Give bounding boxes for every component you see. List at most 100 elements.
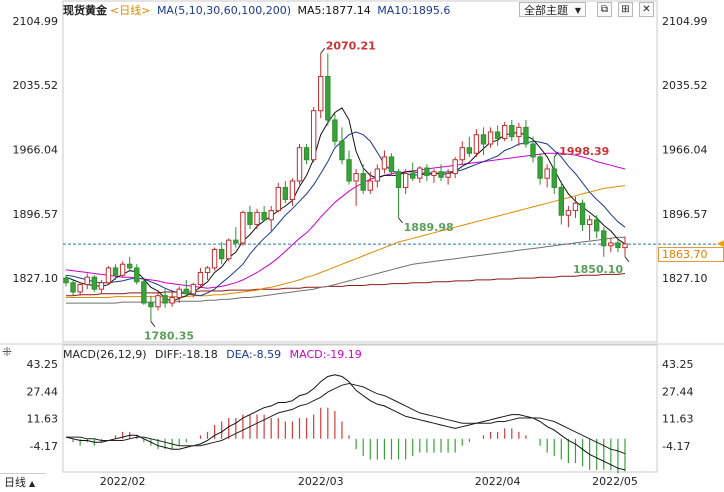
close-icon: ✕ (642, 4, 651, 15)
price-pointer-icon: ◀ (717, 239, 724, 249)
candle-body (438, 171, 444, 178)
macd-y-tick-right: 27.44 (662, 385, 694, 398)
candle-body (381, 156, 388, 170)
candle-body (516, 126, 522, 138)
candle-body (544, 168, 550, 179)
candle-body (155, 295, 161, 308)
y-tick-label-right: 2104.99 (662, 15, 708, 28)
candle-body (134, 267, 140, 283)
theme-select-button[interactable]: 全部主题 ▼ (519, 2, 586, 17)
instrument-name[interactable]: 现货黄金 (63, 4, 107, 17)
candle-body (586, 219, 593, 225)
y-tick-label-right: 1827.10 (662, 272, 708, 285)
close-button[interactable]: ✕ (639, 2, 654, 17)
candle-body (289, 180, 296, 200)
candle-body (70, 282, 76, 293)
candle-body (310, 110, 317, 161)
ma-line-ma10 (65, 131, 626, 297)
candle-body (523, 126, 529, 145)
ma10-value: MA10:1895.6 (377, 4, 451, 17)
ma-indicator-label[interactable]: MA(5,10,30,60,100,200) (156, 4, 291, 17)
candle-body (360, 173, 366, 191)
candle-body (332, 119, 338, 142)
candle-body (417, 167, 423, 179)
x-tick-label: 2022/02 (100, 475, 146, 488)
chevron-down-icon: ▼ (574, 6, 581, 15)
y-tick-label-left: 1896.57 (13, 208, 59, 221)
candle-body (494, 131, 501, 139)
candle-body (226, 239, 232, 260)
restore-button[interactable]: ⧉ (597, 2, 612, 17)
candle-body (367, 180, 373, 191)
period-tab-label: 日线 (4, 476, 26, 489)
candle-body (176, 288, 182, 299)
annotation-leader (398, 217, 403, 224)
candle-body (325, 75, 331, 121)
macd-dea-value: DEA:-8.59 (226, 348, 282, 361)
macd-line-diff (65, 374, 626, 471)
macd-plot-frame (62, 344, 658, 473)
candle-body (169, 297, 175, 304)
candle-body (254, 211, 260, 225)
candle-body (233, 239, 239, 244)
current-price-tag: 1863.70 (658, 247, 724, 262)
candle-body (190, 284, 197, 295)
candle-body (388, 156, 395, 173)
candle-body (105, 267, 112, 284)
candle-body (197, 272, 204, 286)
x-tick-label: 2022/05 (592, 475, 638, 488)
x-tick-label: 2022/04 (475, 475, 521, 488)
candle-body (410, 173, 416, 179)
candle-body (183, 288, 189, 295)
candle-body (459, 147, 465, 161)
candle-body (261, 211, 267, 221)
candle-body (346, 159, 352, 182)
maximize-icon: ⊞ (621, 4, 630, 15)
candle-body (112, 267, 119, 276)
theme-select-label: 全部主题 (524, 4, 568, 17)
candle-body (353, 173, 359, 182)
price-annotation: 1889.98 (404, 221, 454, 234)
candle-body (339, 140, 345, 161)
candle-body (615, 242, 621, 249)
candle-body (247, 211, 253, 225)
candle-body (502, 124, 508, 139)
candle-body (84, 276, 90, 286)
macd-diff-value: DIFF:-18.18 (155, 348, 218, 361)
candle-body (141, 281, 147, 304)
annotation-leader (150, 321, 156, 327)
maximize-button[interactable]: ⊞ (618, 2, 633, 17)
price-annotation: 1850.10 (573, 263, 623, 276)
macd-y-tick-right: -4.17 (662, 440, 690, 453)
macd-indicator-label[interactable]: MACD(26,12,9) (63, 348, 147, 361)
main-plot-frame (62, 0, 658, 343)
y-tick-label-left: 1827.10 (13, 272, 59, 285)
macd-y-tick-right: 43.25 (662, 358, 694, 371)
restore-icon: ⧉ (600, 4, 609, 15)
candle-body (119, 263, 126, 276)
period-label[interactable]: <日线> (110, 4, 151, 17)
x-tick-label: 2022/03 (298, 475, 344, 488)
candle-body (579, 202, 586, 225)
candle-body (452, 159, 458, 175)
candle-body (268, 210, 274, 221)
candle-body (509, 124, 515, 138)
price-annotation: 1998.39 (559, 145, 609, 158)
y-tick-label-right: 1966.04 (662, 144, 708, 157)
candle-body (530, 143, 536, 158)
candle-body (424, 167, 430, 176)
macd-y-tick-left: 11.63 (27, 413, 59, 426)
candle-body (608, 242, 614, 247)
candle-body (594, 219, 600, 232)
candle-body (318, 75, 324, 112)
period-tab[interactable]: 日线 ▲ (0, 473, 46, 490)
macd-value: MACD:-19.19 (289, 348, 362, 361)
candle-body (282, 186, 289, 200)
candle-body (77, 284, 83, 293)
macd-line-dea (66, 382, 626, 455)
macd-y-tick-left: 27.44 (27, 385, 59, 398)
candle-body (480, 134, 487, 145)
candle-body (240, 211, 246, 244)
candle-body (466, 147, 473, 154)
